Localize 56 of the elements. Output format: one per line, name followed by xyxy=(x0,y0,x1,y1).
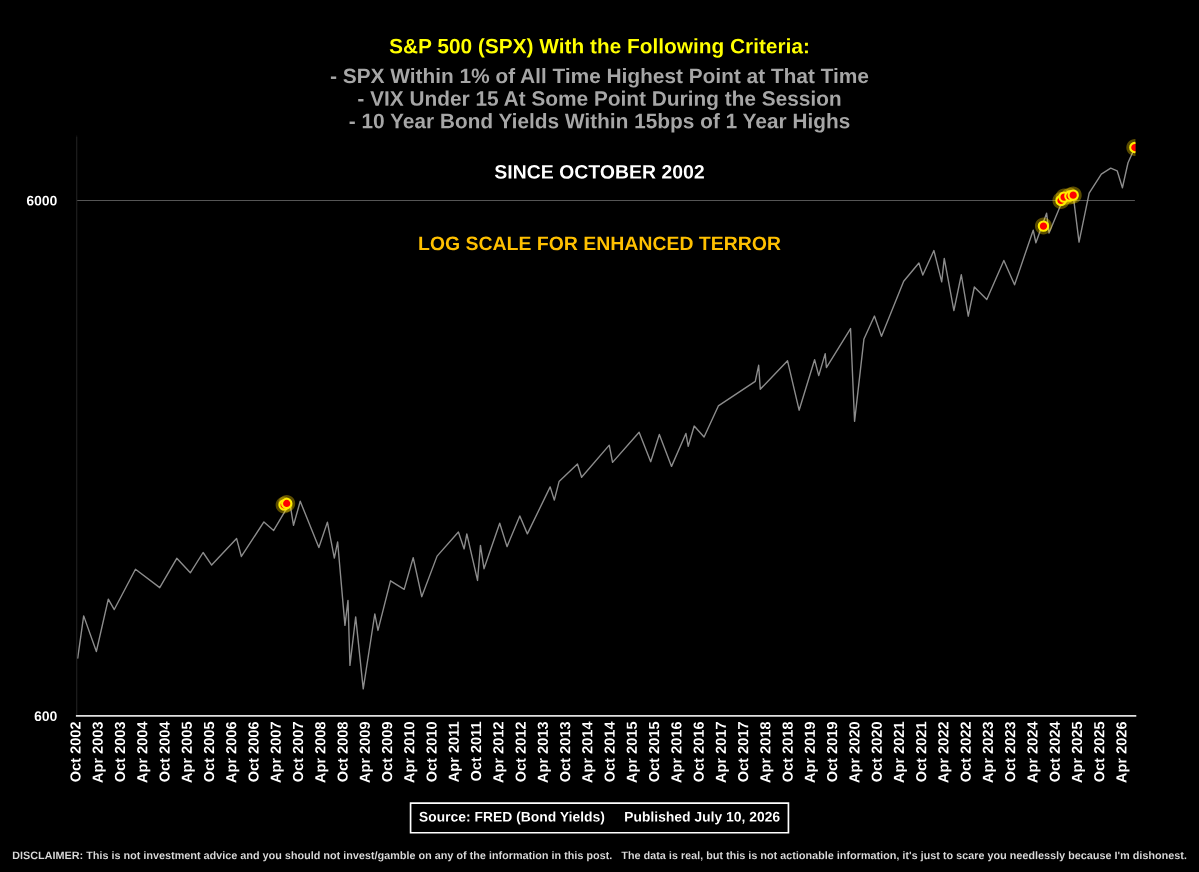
x-tick-label: Oct 2019 xyxy=(826,722,838,782)
x-tick-label: Apr 2010 xyxy=(404,722,418,783)
x-tick-label: Oct 2010 xyxy=(426,722,437,782)
x-tick-label: Oct 2009 xyxy=(381,722,393,782)
x-tick-label: Oct 2004 xyxy=(159,721,170,782)
x-tick-label: Oct 2025 xyxy=(1094,721,1105,782)
y-tick-label: 6000 xyxy=(26,195,57,206)
x-tick-label: Oct 2007 xyxy=(292,722,304,782)
x-tick-label: Apr 2007 xyxy=(270,722,284,783)
x-tick-label: Apr 2020 xyxy=(849,722,863,783)
x-tick-label: Apr 2006 xyxy=(226,721,240,783)
x-tick-label: Apr 2024 xyxy=(1027,721,1041,783)
text: DISCLAIMER: This is not investment advice and you should not invest/gamble on any of the information in this post. The data is real, but this is not actionable information, it's just to scare you needlessly because I'm dishonest. xyxy=(12,851,1187,862)
x-tick-label: Oct 2011 xyxy=(470,721,482,781)
x-tick-label: Apr 2009 xyxy=(359,722,373,783)
x-tick-label: Oct 2023 xyxy=(1004,721,1016,782)
x-tick-label: Oct 2015 xyxy=(648,721,660,782)
x-tick-label: Apr 2021 xyxy=(893,721,907,783)
x-tick-label: Apr 2003 xyxy=(92,721,106,783)
x-tick-label: Oct 2002 xyxy=(70,722,81,782)
x-tick-label: Apr 2004 xyxy=(137,721,151,783)
chart-title: S&P 500 (SPX) With the Following Criteria: xyxy=(389,38,808,58)
x-tick-label: Oct 2013 xyxy=(559,721,571,782)
x-tick-label: Apr 2005 xyxy=(181,721,195,783)
source-note: Source: FRED (Bond Yields) Published July 10, 2026 xyxy=(419,811,780,825)
annotation: LOG SCALE FOR ENHANCED TERROR xyxy=(419,236,781,251)
annotation: SINCE OCTOBER 2002 xyxy=(494,164,704,179)
x-tick-label: Oct 2012 xyxy=(515,722,526,782)
x-tick-label: Oct 2021 xyxy=(916,721,927,782)
x-tick-label: Oct 2020 xyxy=(871,722,882,782)
x-tick-label: Apr 2012 xyxy=(493,722,507,783)
x-tick-label: Apr 2016 xyxy=(671,721,685,783)
x-tick-label: Oct 2005 xyxy=(203,721,215,782)
x-tick-label: Oct 2006 xyxy=(248,721,259,782)
y-tick-label: 600 xyxy=(34,711,57,722)
x-tick-label: Apr 2011 xyxy=(448,721,462,782)
x-tick-label: Oct 2008 xyxy=(337,721,348,782)
x-tick-label: Apr 2013 xyxy=(537,721,551,783)
x-tick-label: Apr 2017 xyxy=(715,722,729,783)
x-tick-label: Apr 2014 xyxy=(582,721,596,783)
x-tick-label: Apr 2025 xyxy=(1071,721,1085,783)
x-tick-label: Oct 2018 xyxy=(782,721,793,782)
x-tick-label: Apr 2015 xyxy=(626,721,640,783)
x-tick-label: Apr 2008 xyxy=(315,721,329,783)
x-tick-label: Oct 2022 xyxy=(960,722,971,782)
x-tick-label: Apr 2022 xyxy=(938,722,952,783)
x-tick-label: Apr 2026 xyxy=(1116,721,1130,783)
x-tick-label: Oct 2003 xyxy=(114,721,126,782)
chart-subtitle: - SPX Within 1% of All Time Highest Point at That Time - VIX Under 15 At Some Point During the Session - 10 Year Bond Yields Within 15bps of 1 Year Highs xyxy=(330,68,869,133)
x-tick-label: Apr 2018 xyxy=(760,721,774,783)
x-tick-label: Oct 2024 xyxy=(1049,721,1060,782)
x-tick-label: Oct 2017 xyxy=(737,722,749,782)
x-tick-label: Oct 2014 xyxy=(604,721,615,782)
x-tick-label: Apr 2019 xyxy=(804,722,818,783)
x-tick-label: Apr 2023 xyxy=(982,721,996,783)
x-tick-label: Oct 2016 xyxy=(693,721,704,782)
